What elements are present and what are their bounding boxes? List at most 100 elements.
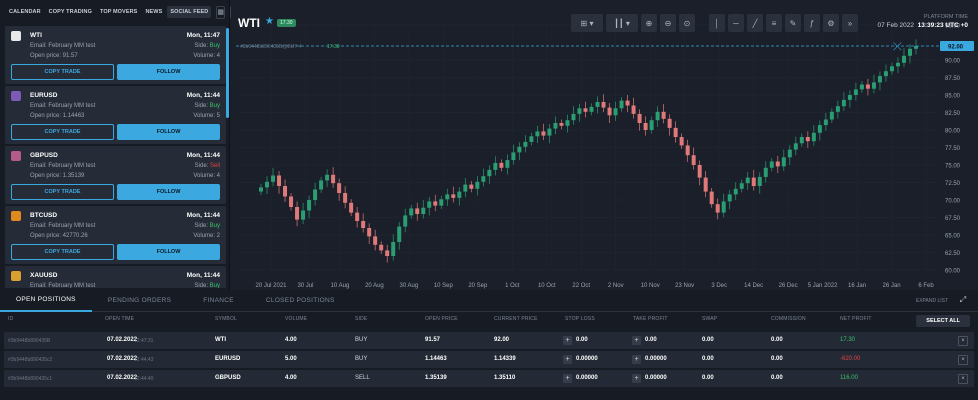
forward-icon[interactable]: » bbox=[842, 14, 858, 32]
stop-loss-plus-icon[interactable]: + bbox=[563, 336, 572, 345]
candle bbox=[673, 127, 678, 137]
candle bbox=[835, 106, 840, 112]
calendar-icon[interactable]: ▦ bbox=[216, 5, 225, 19]
close-position-icon[interactable]: × bbox=[958, 336, 968, 346]
copy-trade-button[interactable]: COPY TRADE bbox=[11, 244, 114, 260]
card-email: Email: February MM test bbox=[30, 163, 96, 169]
copy-trade-button[interactable]: COPY TRADE bbox=[11, 184, 114, 200]
column-header[interactable]: OPEN PRICE bbox=[425, 316, 458, 322]
fit-icon[interactable]: ⊙ bbox=[679, 14, 695, 32]
column-header[interactable]: COMMISSION bbox=[771, 316, 806, 322]
price-chart[interactable]: 95.00 92.00 90.00 87.50 85.00 82.50 80.00 77.50… bbox=[231, 0, 978, 290]
candle bbox=[259, 187, 263, 192]
candle bbox=[907, 48, 912, 56]
follow-button[interactable]: FOLLOW bbox=[117, 124, 220, 140]
tab-copy-trading[interactable]: COPY TRADING bbox=[48, 9, 92, 15]
candle bbox=[787, 149, 792, 158]
take-profit-plus-icon[interactable]: + bbox=[632, 355, 641, 364]
column-header[interactable]: SYMBOL bbox=[215, 316, 238, 322]
candle bbox=[637, 113, 642, 123]
horizontal-line-icon[interactable]: ─ bbox=[728, 14, 744, 32]
table-row[interactable]: #3b9448b890435c1 07.02.2022 12:44:40 GBPUSD… bbox=[4, 370, 974, 387]
column-header[interactable]: STOP LOSS bbox=[565, 316, 595, 322]
feed-card: XAUUSD Mon, 11:44 Email: February MM test S… bbox=[5, 266, 226, 288]
x-tick-label: 26 Dec bbox=[779, 283, 798, 289]
tab-social-feed[interactable]: SOCIAL FEED bbox=[167, 6, 212, 18]
candle bbox=[559, 123, 564, 126]
star-icon[interactable]: ★ bbox=[265, 16, 274, 27]
zoom-out-icon[interactable]: ⊖ bbox=[660, 14, 676, 32]
column-header[interactable]: SWAP bbox=[702, 316, 718, 322]
fx-icon[interactable]: ƒ bbox=[804, 14, 820, 32]
candle bbox=[373, 236, 378, 245]
column-header[interactable]: CURRENT PRICE bbox=[494, 316, 538, 322]
copy-trade-button[interactable]: COPY TRADE bbox=[11, 64, 114, 80]
y-tick-label: 82.50 bbox=[945, 111, 961, 117]
y-tick-label: 85.00 bbox=[945, 94, 961, 100]
candle bbox=[445, 194, 450, 200]
vertical-line-icon[interactable]: │ bbox=[709, 14, 725, 32]
candle bbox=[463, 184, 468, 192]
open-date: 07.02.2022 bbox=[107, 375, 138, 381]
follow-button[interactable]: FOLLOW bbox=[117, 64, 220, 80]
column-header[interactable]: NET PROFIT bbox=[840, 316, 872, 322]
candle bbox=[583, 108, 588, 112]
platform-date: 07 Feb 2022 bbox=[877, 22, 914, 29]
tab-calendar[interactable]: CALENDAR bbox=[9, 9, 41, 15]
expand-icon[interactable]: ⤢ bbox=[959, 295, 967, 304]
settings-icon[interactable]: ⚙ bbox=[823, 14, 839, 32]
tab-news[interactable]: NEWS bbox=[145, 9, 163, 15]
copy-trade-button[interactable]: COPY TRADE bbox=[11, 124, 114, 140]
close-position-icon[interactable]: × bbox=[958, 355, 968, 365]
candles-icon[interactable]: ⊞ ▾ bbox=[571, 14, 603, 32]
feed-card: WTI Mon, 11:47 Email: February MM test Side… bbox=[5, 26, 226, 84]
channel-icon[interactable]: ≡ bbox=[766, 14, 782, 32]
follow-button[interactable]: FOLLOW bbox=[117, 184, 220, 200]
current-price: 92.00 bbox=[494, 337, 510, 343]
bar-style-icon[interactable]: ┃┃ ▾ bbox=[606, 14, 638, 32]
tab-pending-orders[interactable]: PENDING ORDERS bbox=[107, 297, 172, 304]
candle bbox=[475, 181, 480, 189]
x-tick-label: 5 Jan 2022 bbox=[808, 283, 838, 289]
candle bbox=[763, 167, 768, 177]
take-profit-plus-icon[interactable]: + bbox=[632, 336, 641, 345]
close-position-icon[interactable]: × bbox=[958, 374, 968, 384]
follow-button[interactable]: FOLLOW bbox=[117, 244, 220, 260]
column-header[interactable]: TAKE PROFIT bbox=[633, 316, 668, 322]
candle bbox=[775, 161, 780, 167]
candle bbox=[613, 108, 618, 116]
column-header[interactable]: VOLUME bbox=[285, 316, 308, 322]
tab-open-positions[interactable]: OPEN POSITIONS bbox=[0, 290, 92, 312]
candle bbox=[619, 100, 624, 109]
candle bbox=[727, 194, 732, 202]
stop-loss-plus-icon[interactable]: + bbox=[563, 355, 572, 364]
ruler-icon[interactable]: ✎ bbox=[785, 14, 801, 32]
candle bbox=[397, 226, 402, 242]
column-header[interactable]: OPEN TIME bbox=[105, 316, 135, 322]
crosshair-icon: ⤫ bbox=[893, 40, 902, 53]
take-profit: 0.00000 bbox=[645, 375, 667, 381]
trend-line-icon[interactable]: ╱ bbox=[747, 14, 763, 32]
positions-tabs: OPEN POSITIONS PENDING ORDERS FINANCE CL… bbox=[0, 290, 978, 312]
current-price-tag bbox=[940, 41, 974, 51]
tab-finance[interactable]: FINANCE bbox=[203, 297, 234, 304]
y-tick-label: 72.50 bbox=[945, 181, 961, 187]
tab-closed-positions[interactable]: CLOSED POSITIONS bbox=[265, 297, 335, 304]
x-tick-label: 30 Aug bbox=[400, 283, 419, 289]
expand-list-label[interactable]: EXPAND LIST bbox=[915, 298, 948, 304]
candle bbox=[751, 177, 756, 186]
stop-loss-plus-icon[interactable]: + bbox=[563, 374, 572, 383]
candle bbox=[421, 207, 426, 214]
zoom-in-icon[interactable]: ⊕ bbox=[641, 14, 657, 32]
table-row[interactable]: #3b9448b890435c2 07.02.2022 12:44:43 EURUSD… bbox=[4, 351, 974, 368]
tab-top-movers[interactable]: TOP MOVERS bbox=[99, 9, 138, 15]
take-profit-plus-icon[interactable]: + bbox=[632, 374, 641, 383]
table-row[interactable]: #3b9448b890435B 07.02.2022 12:47:31 WTI 4.00… bbox=[4, 332, 974, 349]
column-header[interactable]: ID bbox=[8, 316, 14, 322]
commission: 0.00 bbox=[771, 356, 783, 362]
select-all-button[interactable]: SELECT ALL bbox=[916, 315, 970, 327]
column-header[interactable]: SIDE bbox=[355, 316, 368, 322]
feed-scrollbar[interactable] bbox=[226, 28, 229, 118]
side-value: Buy bbox=[209, 103, 220, 109]
